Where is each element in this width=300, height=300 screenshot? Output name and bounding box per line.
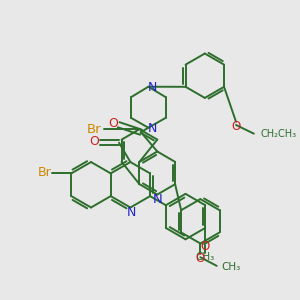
Text: N: N xyxy=(148,81,158,94)
Text: O: O xyxy=(201,240,210,253)
Text: CH₂CH₃: CH₂CH₃ xyxy=(260,129,297,139)
Text: O: O xyxy=(89,135,99,148)
Text: O: O xyxy=(108,117,118,130)
Text: Br: Br xyxy=(38,166,51,179)
Text: N: N xyxy=(127,206,136,218)
Text: Br: Br xyxy=(87,123,102,136)
Text: N: N xyxy=(152,193,162,206)
Text: N: N xyxy=(148,122,158,135)
Text: CH₃: CH₃ xyxy=(221,262,241,272)
Text: CH₃: CH₃ xyxy=(196,252,215,262)
Text: O: O xyxy=(231,120,241,133)
Text: O: O xyxy=(196,252,205,265)
